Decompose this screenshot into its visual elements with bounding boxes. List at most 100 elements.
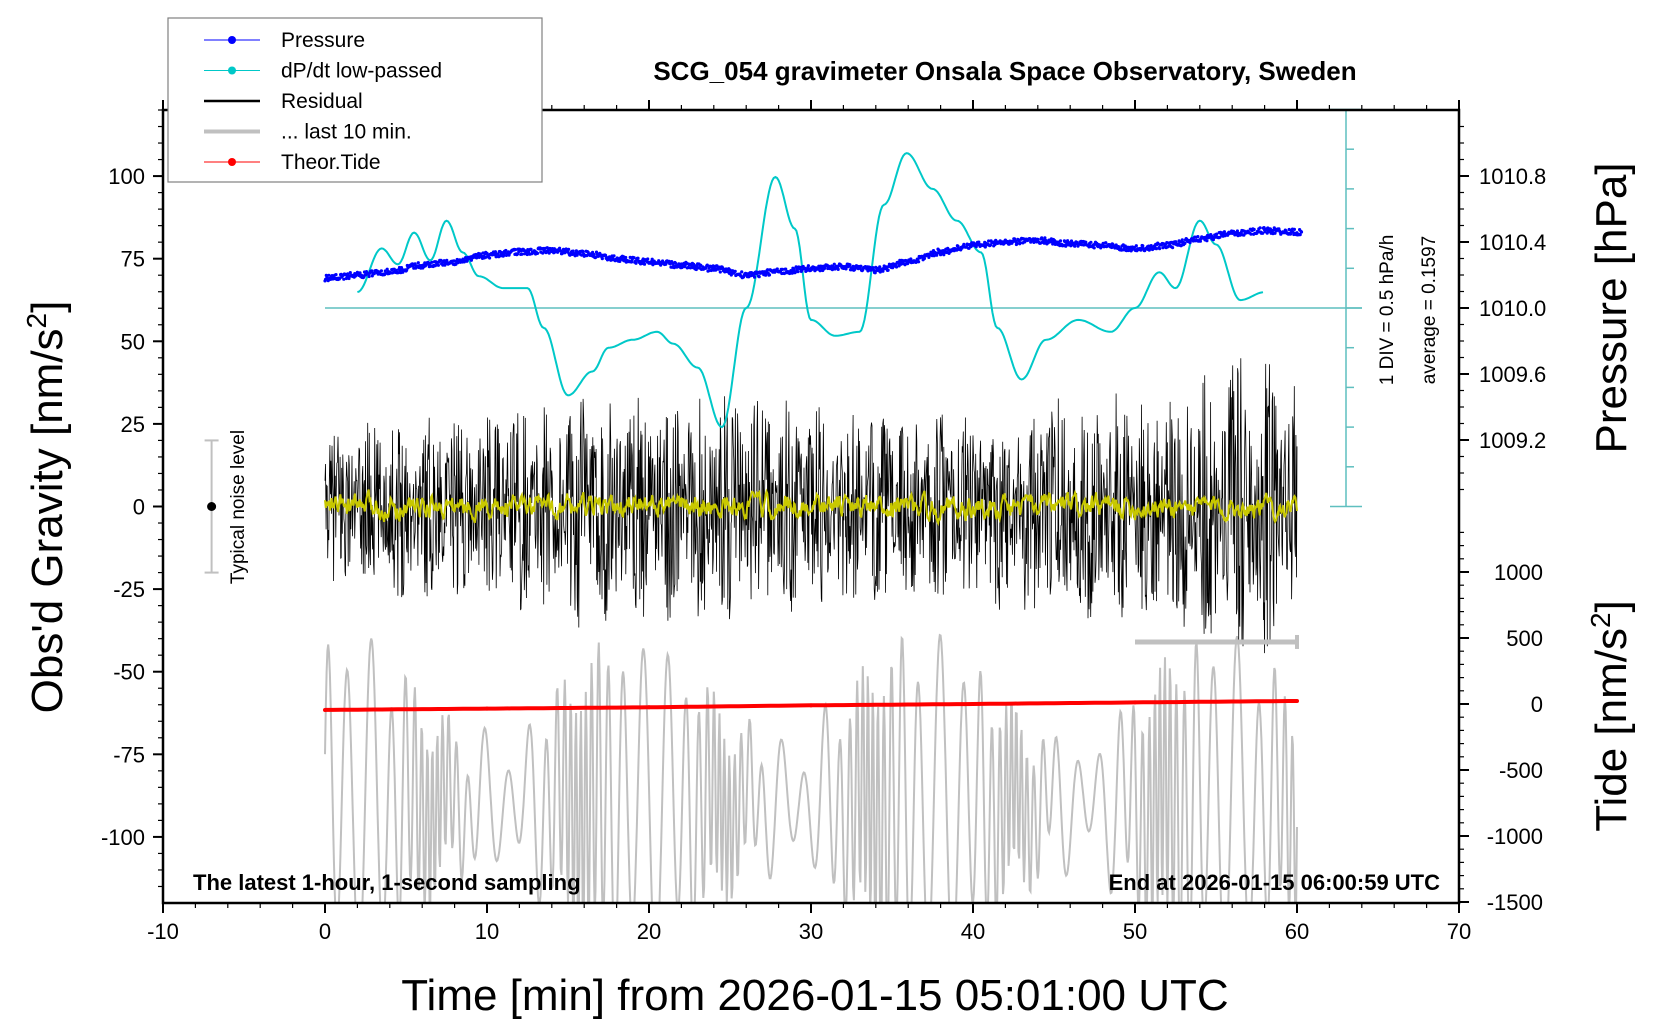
residual-smoothed-line — [324, 488, 1298, 527]
annotation-sampling: The latest 1-hour, 1-second sampling — [193, 870, 581, 895]
x-tick-label: 50 — [1123, 919, 1147, 944]
legend-swatch-dot — [228, 158, 236, 166]
pressure-point — [922, 256, 927, 261]
y-left-tick-label: 25 — [121, 412, 145, 437]
pressure-point — [1198, 239, 1202, 243]
pressure-point — [624, 255, 628, 260]
pressure-point — [1205, 239, 1209, 243]
pressure-point — [974, 245, 978, 249]
pressure-point — [430, 260, 434, 264]
pressure-point — [1069, 244, 1073, 248]
pressure-point — [1288, 232, 1293, 236]
pressure-point — [753, 275, 757, 279]
pressure-point — [1252, 227, 1256, 232]
dpdt-series-layer — [357, 152, 1264, 429]
pressure-point — [1273, 231, 1277, 235]
legend-label: Residual — [281, 90, 363, 113]
pressure-point — [379, 269, 383, 273]
pressure-tick-label: 1010.8 — [1479, 164, 1546, 189]
pressure-point — [707, 269, 711, 273]
tide-tick-label: 0 — [1531, 692, 1543, 717]
tide-point — [323, 707, 327, 712]
legend-label: Pressure — [281, 29, 365, 52]
y-left-tick-label: -100 — [101, 825, 145, 850]
pressure-point — [674, 261, 678, 265]
pressure-point — [881, 269, 885, 273]
pressure-point — [851, 264, 855, 268]
pressure-point — [628, 255, 632, 259]
pressure-point — [515, 252, 520, 256]
legend-item: Pressure — [204, 29, 365, 52]
pressure-point — [1196, 235, 1200, 239]
pressure-point — [1298, 233, 1302, 237]
tide-tick-label: -500 — [1499, 758, 1543, 783]
pressure-point — [1299, 230, 1304, 234]
pressure-point — [1058, 239, 1063, 243]
pressure-point — [1262, 226, 1266, 230]
pressure-point — [650, 257, 654, 261]
dpdt-line — [357, 152, 1264, 429]
x-tick-label: 10 — [475, 919, 499, 944]
pressure-point — [987, 239, 991, 243]
pressure-point — [385, 267, 389, 271]
y-left-tick-label: 100 — [108, 164, 145, 189]
x-tick-label: 30 — [799, 919, 823, 944]
pressure-point — [1018, 241, 1022, 245]
pressure-point — [502, 253, 506, 257]
pressure-point — [581, 249, 585, 254]
tide-point — [1295, 698, 1299, 703]
pressure-point — [396, 271, 400, 275]
pressure-point — [592, 252, 596, 257]
x-tick-label: -10 — [147, 919, 179, 944]
pressure-point — [372, 272, 376, 276]
pressure-point — [859, 264, 863, 268]
pressure-point — [790, 271, 794, 275]
tide-point — [647, 705, 651, 710]
pressure-point — [600, 257, 604, 261]
y-left-tick-label: -25 — [113, 577, 145, 602]
pressure-point — [452, 259, 456, 263]
y-left-tick-label: -50 — [113, 660, 145, 685]
pressure-point — [642, 262, 647, 266]
pressure-point — [709, 268, 713, 273]
axes-layer: -10 0 10 20 30 40 50 60 70-100-75-50-25025507510… — [101, 100, 1546, 944]
pressure-point — [504, 248, 508, 253]
y-left-title-main: Obs'd Gravity [nm/s — [23, 328, 72, 713]
pressure-point — [1174, 240, 1178, 244]
noise-level-label: Typical noise level — [228, 430, 249, 584]
pressure-point — [1292, 227, 1296, 231]
pressure-tick-label: 1010.0 — [1479, 296, 1546, 321]
x-tick-label: 40 — [961, 919, 985, 944]
pressure-point — [436, 263, 440, 267]
pressure-point — [575, 253, 579, 257]
pressure-point — [796, 270, 800, 274]
residual-smoothed-layer — [324, 488, 1298, 527]
legend-label: ... last 10 min. — [281, 121, 412, 144]
pressure-point — [1178, 240, 1182, 244]
pressure-point — [1043, 236, 1047, 240]
pressure-point — [1180, 238, 1184, 242]
noise-center-dot — [207, 502, 217, 511]
pressure-point — [1104, 241, 1108, 245]
y-left-tick-label: 0 — [133, 495, 145, 520]
tide-axis-title: Tide [nm/s2] — [1585, 600, 1636, 832]
pressure-point — [513, 248, 518, 252]
legend-swatch-dot — [228, 36, 236, 44]
pressure-point — [636, 256, 640, 260]
pressure-point — [871, 266, 875, 270]
pressure-point — [547, 251, 551, 255]
pressure-point — [740, 270, 744, 274]
pressure-point — [1092, 246, 1096, 250]
x-tick-label: 20 — [637, 919, 661, 944]
legend-swatch-dot — [228, 66, 236, 75]
legend-item: dP/dt low-passed — [204, 60, 442, 83]
pressure-point — [792, 267, 796, 271]
pressure-point — [1040, 236, 1044, 240]
pressure-point — [571, 249, 575, 253]
pressure-point — [848, 263, 852, 267]
pressure-point — [632, 256, 636, 260]
tide-point — [809, 703, 813, 708]
pressure-point — [718, 270, 722, 274]
pressure-point — [629, 260, 634, 264]
